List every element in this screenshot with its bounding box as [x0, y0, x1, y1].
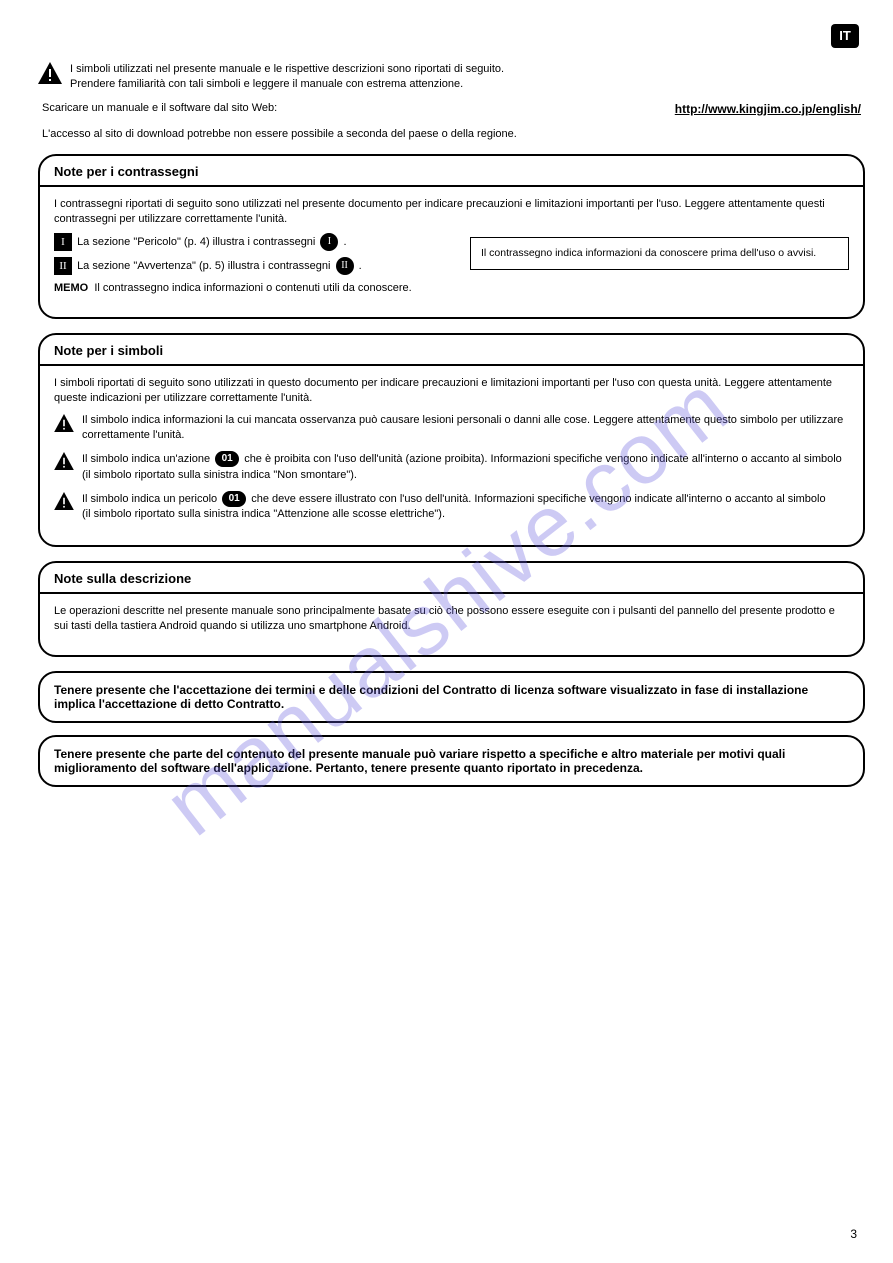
marks-notes-panel: Note per i contrassegni I contrassegni r…: [38, 154, 865, 319]
memo-label: MEMO: [54, 282, 88, 294]
license-note-panel: Tenere presente che l'accettazione dei t…: [38, 671, 865, 723]
url-prefix: Scaricare un manuale e il software dal s…: [42, 102, 277, 116]
panel-title: Note sulla descrizione: [40, 563, 863, 594]
intro-text: I simboli utilizzati nel presente manual…: [70, 62, 865, 92]
warning-icon: [54, 414, 74, 432]
w2a: Il simbolo indica un'azione: [82, 453, 213, 465]
w3nb: (il simbolo riportato sulla sinistra ind…: [82, 508, 445, 520]
description-notes-panel: Note sulla descrizione Le operazioni des…: [38, 561, 865, 657]
warn2-text: Il simbolo indica un'azione 01 che è pro…: [82, 451, 849, 483]
content-variation-panel: Tenere presente che parte del contenuto …: [38, 735, 865, 787]
download-url[interactable]: http://www.kingjim.co.jp/english/: [675, 102, 861, 116]
intro-row: I simboli utilizzati nel presente manual…: [38, 62, 865, 92]
warning-icon: [54, 492, 74, 510]
warn-row-2: Il simbolo indica un'azione 01 che è pro…: [54, 451, 849, 483]
symbols-intro: I simboli riportati di seguito sono util…: [54, 376, 849, 407]
w3a: Il simbolo indica un pericolo: [82, 493, 220, 505]
mark1-suffix: .: [344, 236, 347, 248]
pericolo-circle-icon: I: [320, 233, 338, 251]
warning-icon: [54, 452, 74, 470]
mark2-suffix: .: [359, 260, 362, 272]
w3b: che deve essere illustrato con l'uso del…: [251, 493, 825, 505]
warn3-text: Il simbolo indica un pericolo 01 che dev…: [82, 491, 849, 523]
memo-row: MEMO Il contrassegno indica informazioni…: [54, 281, 849, 296]
warn-row-3: Il simbolo indica un pericolo 01 che dev…: [54, 491, 849, 523]
panel-title: Note per i simboli: [40, 335, 863, 366]
marks-intro: I contrassegni riportati di seguito sono…: [54, 197, 849, 228]
warn-row-1: Il simbolo indica informazioni la cui ma…: [54, 413, 849, 444]
avvertenza-circle-icon: II: [336, 257, 354, 275]
description-body: Le operazioni descritte nel presente man…: [54, 604, 849, 635]
callout-box: Il contrassegno indica informazioni da c…: [470, 237, 849, 269]
danger-oval-icon: 01: [222, 491, 246, 507]
intro-main: I simboli utilizzati nel presente manual…: [70, 62, 865, 77]
warning-icon: [38, 62, 62, 84]
w2b: che è proibita con l'uso dell'unità (azi…: [244, 453, 842, 465]
language-badge: IT: [831, 24, 859, 48]
warn1-text: Il simbolo indica informazioni la cui ma…: [82, 413, 849, 444]
mark2-text: La sezione "Avvertenza" (p. 5) illustra …: [77, 260, 333, 272]
mark1-text: La sezione "Pericolo" (p. 4) illustra i …: [77, 236, 318, 248]
symbols-notes-panel: Note per i simboli I simboli riportati d…: [38, 333, 865, 547]
pericolo-square-icon: I: [54, 233, 72, 251]
intro-sub: Prendere familiarità con tali simboli e …: [70, 77, 865, 92]
url-note: L'accesso al sito di download potrebbe n…: [42, 128, 861, 140]
mark-row-1: I La sezione "Pericolo" (p. 4) illustra …: [54, 233, 452, 251]
page-number: 3: [850, 1227, 857, 1241]
avvertenza-square-icon: II: [54, 257, 72, 275]
w2nb: (il simbolo riportato sulla sinistra ind…: [82, 469, 357, 481]
mark-row-2: II La sezione "Avvertenza" (p. 5) illust…: [54, 257, 452, 275]
panel-title: Note per i contrassegni: [40, 156, 863, 187]
prohibited-oval-icon: 01: [215, 451, 239, 467]
url-row: Scaricare un manuale e il software dal s…: [42, 102, 861, 116]
memo-text: Il contrassegno indica informazioni o co…: [94, 282, 411, 294]
